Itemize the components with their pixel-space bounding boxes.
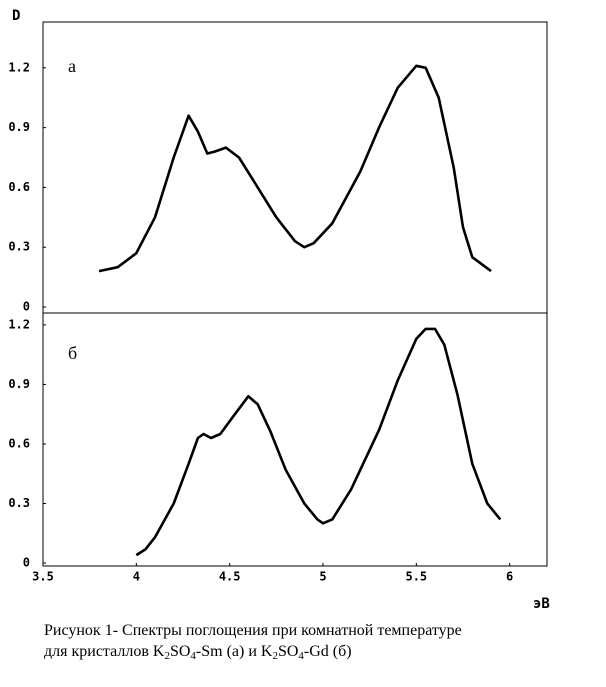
- panel-label: а: [68, 56, 76, 76]
- x-tick-label: 4.5: [219, 570, 241, 584]
- x-tick-label: 3.5: [32, 570, 54, 584]
- curve: [98, 64, 492, 273]
- y-tick-label: 0.3: [8, 240, 30, 254]
- caption-segment: -Sm (а) и K: [195, 643, 273, 660]
- x-tick-label: 6: [506, 570, 513, 584]
- y-tick-label: 0.9: [8, 377, 30, 391]
- caption-segment: 2: [164, 650, 170, 662]
- y-tick-label: 0: [23, 556, 30, 570]
- y-tick-label: 1.2: [8, 60, 30, 74]
- caption-segment: для кристаллов K: [44, 643, 165, 660]
- x-tick-label: 4: [133, 570, 140, 584]
- x-axis-label: эВ: [533, 596, 550, 610]
- caption-segment: SO: [277, 643, 299, 660]
- panel-label: б: [68, 343, 77, 363]
- x-tick-label: 5.5: [405, 570, 427, 584]
- y-tick-label: 0.6: [8, 436, 30, 450]
- caption: Рисунок 1- Спектры поглощения при комнат…: [44, 620, 462, 667]
- curve: [135, 327, 502, 557]
- plot-frame: [42, 21, 548, 314]
- y-tick-label: 0: [23, 300, 30, 314]
- caption-segment: 4: [298, 650, 304, 662]
- caption-line: для кристаллов K2SO4-Sm (а) и K2SO4-Gd (…: [44, 641, 462, 667]
- x-tick-label: 5: [319, 570, 326, 584]
- y-tick-label: 1.2: [8, 317, 30, 331]
- chart: 0 0.3 0.6 0.9 1.2 Dа 0 0.3 0.6 0.9 1.2 3.5 4 4.5 5 5.5 6…: [8, 8, 550, 610]
- y-tick-label: 0.6: [8, 180, 30, 194]
- plot-frame: [42, 312, 548, 567]
- caption-segment: 2: [272, 650, 278, 662]
- y-tick-label: 0.3: [8, 496, 30, 510]
- y-tick-label: 0.9: [8, 120, 30, 134]
- caption-segment: SO: [169, 643, 191, 660]
- y-axis-label: D: [12, 8, 20, 24]
- caption-segment: 4: [190, 650, 196, 662]
- caption-segment: -Gd (б): [303, 643, 352, 660]
- caption-line: Рисунок 1- Спектры поглощения при комнат…: [44, 622, 462, 639]
